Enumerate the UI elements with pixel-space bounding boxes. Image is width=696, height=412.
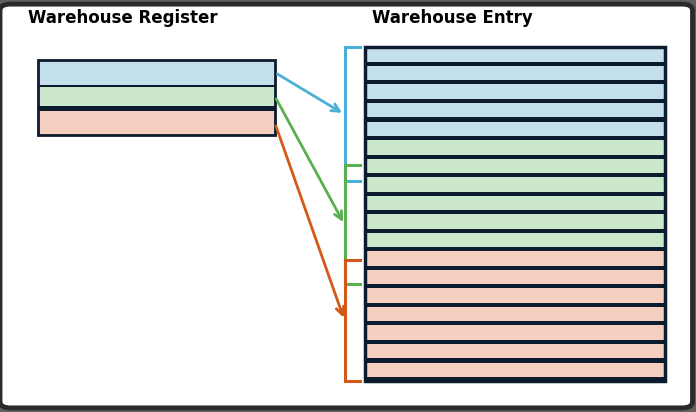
Bar — [365, 247, 665, 251]
Bar — [38, 106, 275, 111]
Bar — [365, 266, 665, 270]
Text: Warehouse Entry: Warehouse Entry — [372, 9, 533, 27]
Bar — [365, 99, 665, 103]
Bar — [38, 87, 275, 106]
Bar — [365, 288, 665, 303]
Bar — [365, 377, 665, 381]
Bar — [365, 80, 665, 84]
Bar — [365, 303, 665, 307]
Bar — [365, 210, 665, 214]
Bar — [365, 321, 665, 325]
Bar — [365, 229, 665, 233]
Bar — [365, 103, 665, 117]
Bar — [365, 214, 665, 229]
Bar — [365, 154, 665, 159]
Text: Warehouse Register: Warehouse Register — [28, 9, 217, 27]
Bar — [365, 47, 665, 381]
Bar — [365, 159, 665, 173]
Bar — [365, 325, 665, 340]
Bar — [365, 192, 665, 196]
Bar — [365, 251, 665, 266]
Bar — [365, 307, 665, 321]
Bar — [365, 196, 665, 210]
Bar — [365, 177, 665, 192]
Bar — [365, 340, 665, 344]
FancyBboxPatch shape — [0, 4, 693, 408]
Bar — [365, 284, 665, 288]
Bar — [365, 66, 665, 80]
Bar — [365, 136, 665, 140]
Bar — [365, 358, 665, 363]
Bar — [365, 173, 665, 177]
Bar — [365, 140, 665, 154]
Bar — [38, 85, 275, 90]
Bar — [365, 84, 665, 99]
Bar — [38, 111, 275, 135]
Bar — [365, 233, 665, 247]
Bar — [38, 60, 275, 135]
Bar — [365, 344, 665, 358]
Bar — [365, 363, 665, 377]
Bar — [38, 60, 275, 85]
Bar — [365, 47, 665, 62]
Bar — [365, 270, 665, 284]
Bar — [365, 62, 665, 66]
Bar — [365, 117, 665, 122]
Bar — [365, 122, 665, 136]
